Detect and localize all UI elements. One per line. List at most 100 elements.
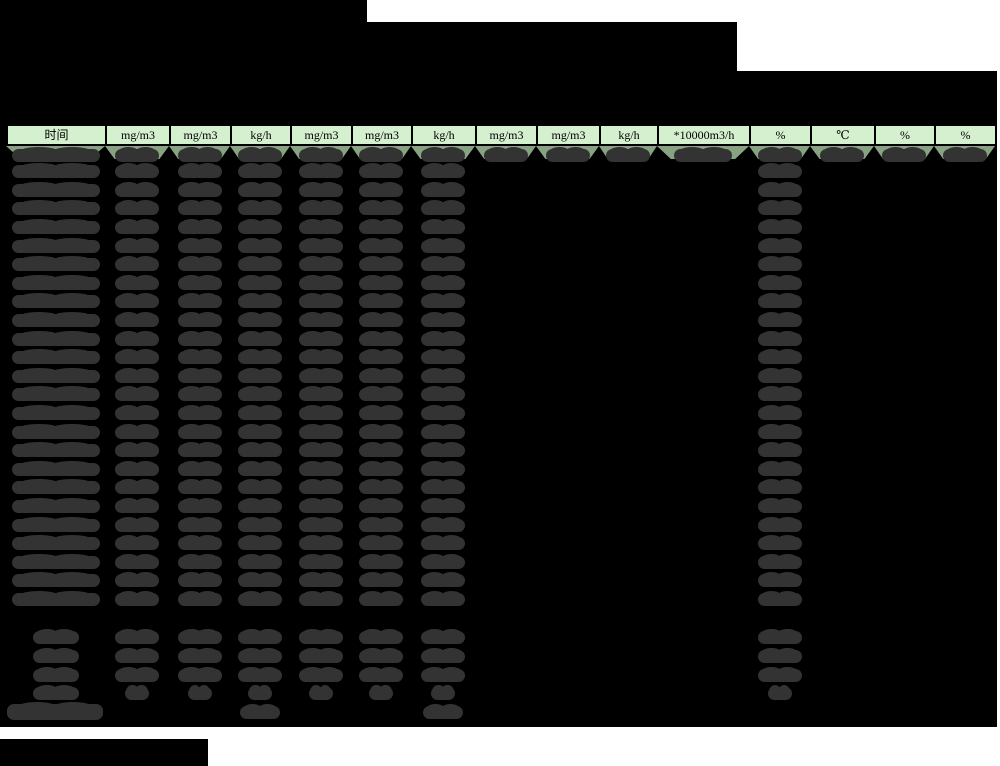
redacted-value	[115, 442, 159, 458]
redacted-value	[238, 460, 282, 476]
redacted-value	[421, 666, 465, 682]
redacted-value	[238, 628, 282, 644]
redacted-value	[115, 386, 159, 402]
header-cell-unit-4: kg/h	[232, 126, 290, 144]
redacted-value	[187, 684, 212, 700]
redacted-value	[298, 256, 343, 272]
redacted-value	[11, 572, 100, 588]
redacted-value	[11, 163, 100, 179]
redacted-value	[11, 349, 100, 365]
redacted-value	[177, 460, 222, 476]
redacted-value	[115, 163, 159, 179]
redacted-value	[359, 405, 403, 420]
redacted-value	[177, 163, 222, 179]
redacted-value	[359, 219, 403, 234]
redacted-value	[177, 312, 222, 327]
redacted-value	[240, 704, 280, 719]
redacted-value	[757, 647, 802, 663]
header-cell-unit-13: ℃	[812, 126, 874, 144]
redacted-value	[423, 704, 463, 719]
redacted-value	[359, 647, 403, 663]
redacted-value	[757, 516, 802, 532]
redacted-value	[298, 349, 343, 365]
redacted-value	[238, 293, 282, 309]
redacted-value	[757, 498, 802, 513]
redacted-value	[11, 181, 100, 197]
redacted-value	[359, 312, 403, 327]
redacted-value	[177, 349, 222, 365]
redacted-value	[757, 256, 802, 272]
redacted-value	[421, 591, 465, 606]
redacted-value	[757, 147, 802, 162]
redacted-value	[177, 535, 222, 551]
redacted-value	[298, 405, 343, 420]
redacted-value	[882, 147, 926, 162]
redacted-value	[115, 405, 159, 420]
redacted-value	[11, 460, 100, 476]
redacted-value	[757, 274, 802, 290]
redacted-value	[421, 386, 465, 402]
redacted-value	[359, 628, 403, 644]
redacted-value	[238, 423, 282, 439]
redacted-value	[248, 684, 272, 700]
redacted-value	[298, 367, 343, 383]
redacted-value	[298, 460, 343, 476]
redacted-value	[757, 666, 802, 682]
redacted-value	[298, 330, 343, 346]
header-cell-unit-1: 时间	[8, 126, 105, 144]
redacted-value	[115, 312, 159, 327]
redacted-value	[177, 647, 222, 663]
redacted-value	[757, 460, 802, 476]
redacted-value	[359, 423, 403, 439]
redacted-value	[757, 163, 802, 179]
redacted-value	[757, 181, 802, 197]
redacted-value	[238, 386, 282, 402]
redacted-value	[177, 330, 222, 346]
redacted-value	[115, 219, 159, 234]
redacted-value	[359, 274, 403, 290]
redacted-value	[359, 181, 403, 197]
redacted-value	[757, 442, 802, 458]
redacted-value	[11, 591, 100, 606]
redacted-value	[177, 572, 222, 588]
redacted-value	[757, 479, 802, 495]
redacted-value	[359, 535, 403, 551]
redacted-value	[674, 147, 732, 162]
redacted-value	[359, 479, 403, 495]
redacted-value	[369, 684, 393, 700]
redacted-value	[359, 460, 403, 476]
redacted-value	[421, 293, 465, 309]
redacted-value	[421, 200, 465, 216]
redacted-value	[177, 423, 222, 439]
redacted-value	[177, 498, 222, 513]
redacted-value	[115, 460, 159, 476]
redacted-value	[421, 349, 465, 365]
redacted-value	[757, 423, 802, 439]
redacted-value	[757, 237, 802, 253]
redacted-value	[177, 256, 222, 272]
redacted-title-block-2	[0, 22, 737, 71]
redacted-value	[7, 701, 103, 720]
redacted-value	[238, 200, 282, 216]
redacted-value	[177, 405, 222, 420]
redacted-value	[11, 256, 100, 272]
header-cell-unit-10: kg/h	[601, 126, 657, 144]
header-cell-unit-12: %	[751, 126, 810, 144]
redacted-value	[298, 647, 343, 663]
redacted-value	[298, 535, 343, 551]
redacted-value	[177, 274, 222, 290]
redacted-value	[421, 163, 465, 179]
redacted-value	[238, 498, 282, 513]
redacted-value	[757, 628, 802, 644]
redacted-value	[298, 219, 343, 234]
redacted-value	[820, 147, 864, 162]
redacted-value	[238, 312, 282, 327]
redacted-value	[298, 147, 343, 162]
table-header-row: 时间 mg/m3 mg/m3 kg/h mg/m3 mg/m3 kg/h mg/m3 mg/m3…	[6, 124, 997, 146]
redacted-value	[115, 293, 159, 309]
redacted-value	[298, 591, 343, 606]
redacted-value	[359, 293, 403, 309]
header-cell-unit-9: mg/m3	[538, 126, 599, 144]
redacted-value	[298, 200, 343, 216]
redacted-value	[11, 423, 100, 439]
